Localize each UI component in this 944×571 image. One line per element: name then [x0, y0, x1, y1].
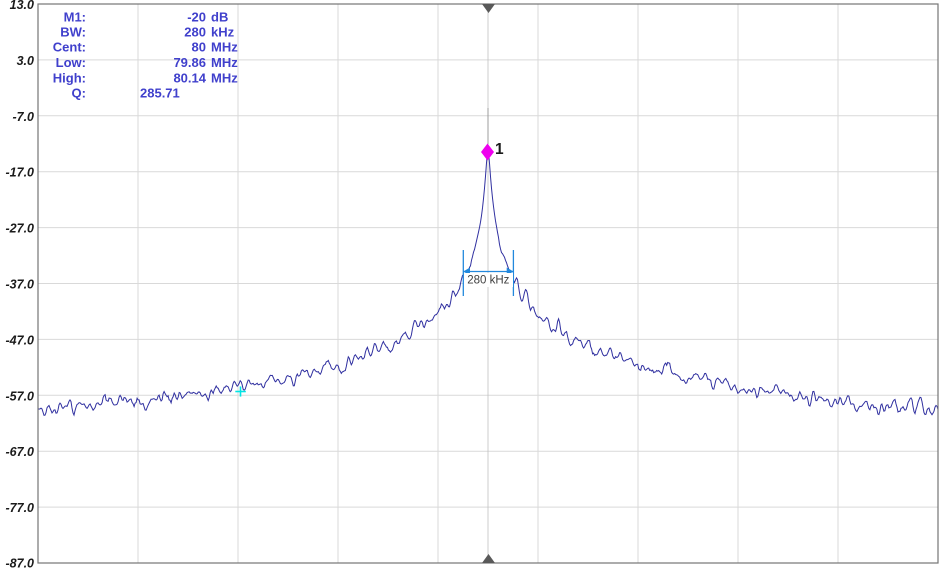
svg-text:-47.0: -47.0	[6, 333, 35, 347]
svg-text:-87.0: -87.0	[6, 557, 35, 571]
svg-text:-20: -20	[187, 9, 206, 24]
svg-text:280: 280	[184, 25, 206, 40]
svg-text:Cent:: Cent:	[53, 39, 86, 54]
svg-text:-57.0: -57.0	[6, 389, 35, 403]
svg-text:-77.0: -77.0	[6, 501, 35, 515]
svg-text:-17.0: -17.0	[6, 166, 35, 180]
svg-text:MHz: MHz	[211, 70, 238, 85]
svg-text:13.0: 13.0	[10, 0, 34, 12]
svg-text:-67.0: -67.0	[6, 445, 35, 459]
svg-text:High:: High:	[53, 70, 86, 85]
svg-text:MHz: MHz	[211, 39, 238, 54]
svg-text:80.14: 80.14	[173, 70, 206, 85]
svg-text:-37.0: -37.0	[6, 278, 35, 292]
svg-text:80: 80	[192, 39, 206, 54]
svg-text:Q:: Q:	[72, 85, 86, 100]
svg-text:285.71: 285.71	[140, 85, 180, 100]
svg-text:dB: dB	[211, 9, 228, 24]
svg-text:280 kHz: 280 kHz	[467, 275, 509, 287]
svg-text:BW:: BW:	[60, 25, 86, 40]
svg-text:-7.0: -7.0	[12, 110, 34, 124]
svg-text:1: 1	[495, 141, 504, 158]
svg-text:MHz: MHz	[211, 55, 238, 70]
svg-text:-27.0: -27.0	[6, 222, 35, 236]
svg-text:M1:: M1:	[64, 9, 86, 24]
svg-text:Low:: Low:	[56, 55, 86, 70]
svg-text:79.86: 79.86	[173, 55, 206, 70]
svg-text:kHz: kHz	[211, 25, 235, 40]
svg-text:3.0: 3.0	[17, 54, 34, 68]
